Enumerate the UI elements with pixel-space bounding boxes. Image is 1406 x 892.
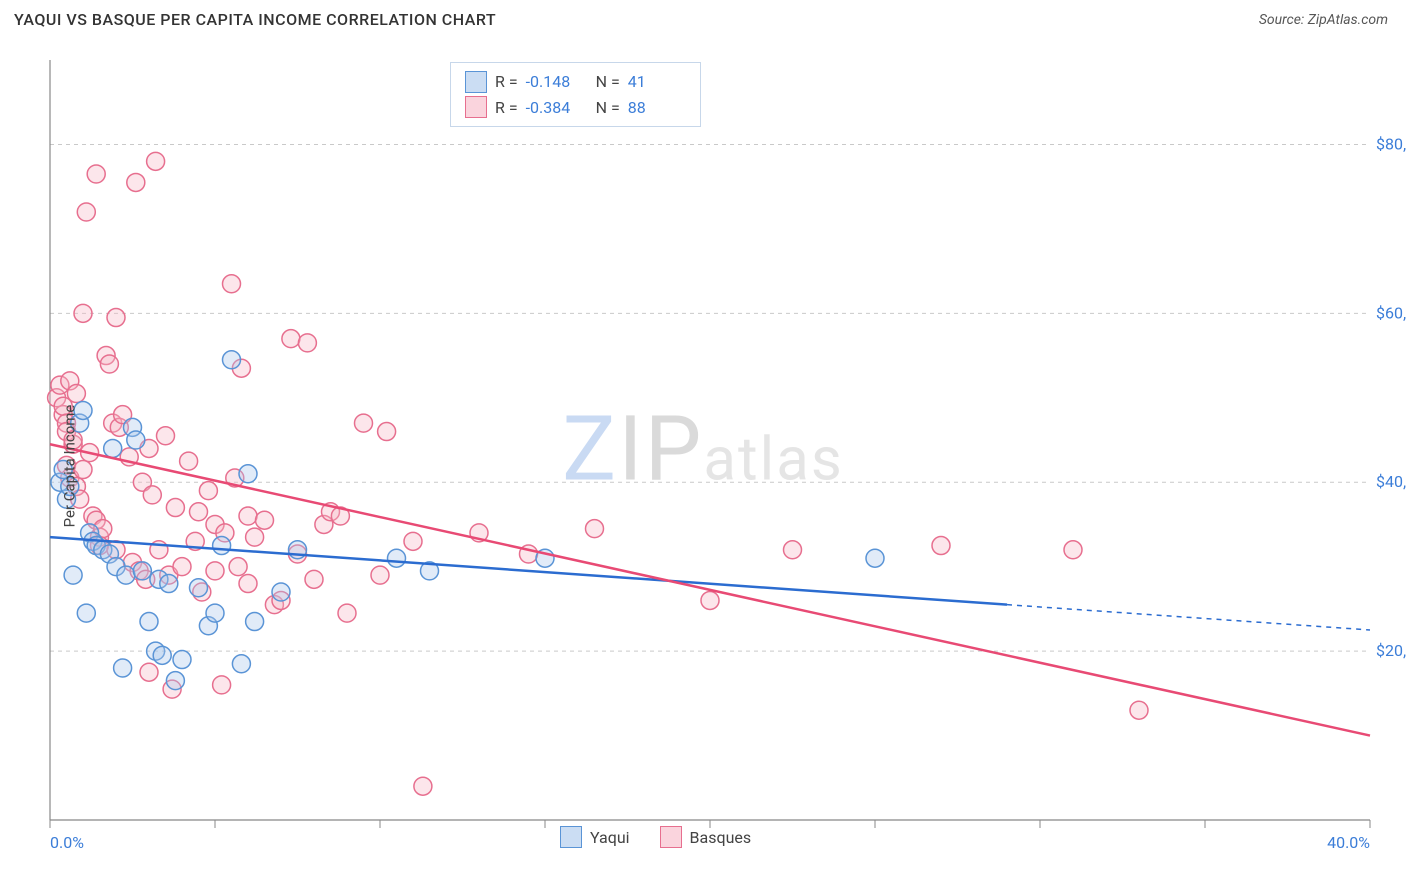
svg-text:0.0%: 0.0% <box>50 833 84 852</box>
data-point <box>213 676 231 694</box>
data-point <box>107 309 125 327</box>
svg-text:$60,000: $60,000 <box>1376 303 1406 322</box>
data-point <box>143 486 161 504</box>
data-point <box>206 604 224 622</box>
data-point <box>229 558 247 576</box>
data-point <box>388 549 406 567</box>
source-attribution: Source: ZipAtlas.com <box>1259 12 1388 28</box>
data-point <box>180 452 198 470</box>
data-point <box>104 439 122 457</box>
legend-item: Basques <box>660 826 752 848</box>
data-point <box>160 575 178 593</box>
data-point <box>256 511 274 529</box>
data-point <box>67 385 85 403</box>
data-point <box>246 613 264 631</box>
data-point <box>784 541 802 559</box>
data-point <box>157 427 175 445</box>
data-point <box>173 651 191 669</box>
data-point <box>87 165 105 183</box>
data-point <box>866 549 884 567</box>
data-point <box>114 659 132 677</box>
data-point <box>127 431 145 449</box>
data-point <box>371 566 389 584</box>
svg-text:$20,000: $20,000 <box>1376 641 1406 660</box>
data-point <box>223 275 241 293</box>
data-point <box>1064 541 1082 559</box>
data-point <box>378 423 396 441</box>
data-point <box>246 528 264 546</box>
svg-text:$80,000: $80,000 <box>1376 134 1406 153</box>
data-point <box>74 304 92 322</box>
data-point <box>190 579 208 597</box>
data-point <box>414 777 432 795</box>
data-point <box>117 566 135 584</box>
data-point <box>282 330 300 348</box>
data-point <box>77 203 95 221</box>
data-point <box>153 646 171 664</box>
chart-title: YAQUI VS BASQUE PER CAPITA INCOME CORREL… <box>14 10 496 29</box>
legend-item: Yaqui <box>560 826 630 848</box>
data-point <box>190 503 208 521</box>
y-axis-label: Per Capita Income <box>60 405 78 528</box>
trend-line-extrapolated <box>1007 605 1370 630</box>
data-point <box>298 334 316 352</box>
data-point <box>173 558 191 576</box>
data-point <box>64 566 82 584</box>
data-point <box>355 414 373 432</box>
data-point <box>586 520 604 538</box>
stats-legend-row: R =-0.148 N =41 <box>465 69 686 95</box>
data-point <box>127 173 145 191</box>
data-point <box>77 604 95 622</box>
data-point <box>166 499 184 517</box>
data-point <box>133 562 151 580</box>
chart-container: Per Capita Income ZIPatlas 0.0%40.0%$20,… <box>0 40 1406 892</box>
stats-legend: R =-0.148 N =41R =-0.384 N =88 <box>450 62 701 127</box>
data-point <box>140 663 158 681</box>
data-point <box>223 351 241 369</box>
svg-text:40.0%: 40.0% <box>1327 833 1370 852</box>
data-point <box>338 604 356 622</box>
data-point <box>213 537 231 555</box>
data-point <box>199 482 217 500</box>
data-point <box>701 591 719 609</box>
stats-legend-row: R =-0.384 N =88 <box>465 95 686 121</box>
data-point <box>272 583 290 601</box>
data-point <box>239 465 257 483</box>
data-point <box>100 355 118 373</box>
data-point <box>932 537 950 555</box>
series-legend: Yaqui Basques <box>560 826 751 848</box>
data-point <box>239 507 257 525</box>
data-point <box>232 655 250 673</box>
data-point <box>305 570 323 588</box>
data-point <box>206 562 224 580</box>
data-point <box>1130 701 1148 719</box>
data-point <box>147 152 165 170</box>
svg-text:$40,000: $40,000 <box>1376 472 1406 491</box>
data-point <box>140 613 158 631</box>
data-point <box>239 575 257 593</box>
scatter-chart: 0.0% 40.0% $20,000 $40,000 $60,000 $80,000 <box>0 40 1406 892</box>
data-point <box>166 672 184 690</box>
data-point <box>404 532 422 550</box>
